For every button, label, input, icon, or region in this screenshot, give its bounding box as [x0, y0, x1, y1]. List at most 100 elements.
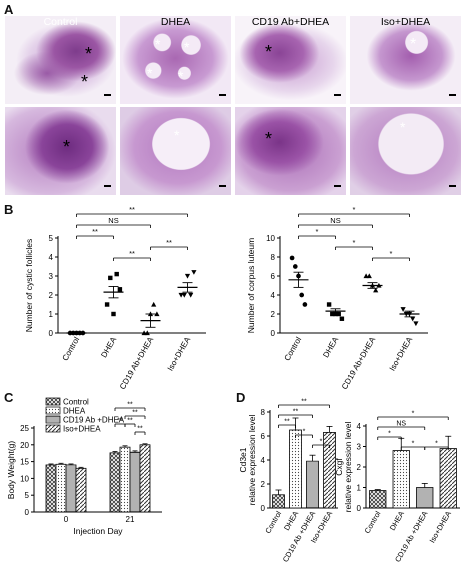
- y-tick-label: 4: [357, 422, 362, 431]
- y-tick-label: 1: [357, 484, 362, 493]
- y-tick-label: 4: [261, 456, 266, 465]
- x-tick-label: CD19 Ab +DHEA: [281, 510, 317, 563]
- data-point: [406, 311, 413, 317]
- x-tick-label: DHEA: [321, 335, 340, 359]
- histology-control-high: *: [5, 107, 116, 195]
- legend-label: Control: [63, 398, 89, 407]
- mark-star: *: [81, 72, 89, 92]
- mark-star: *: [63, 137, 71, 157]
- significance-label: NS: [330, 216, 340, 225]
- x-tick-label: Control: [363, 509, 383, 535]
- histology-dhea-high: *: [120, 107, 231, 195]
- data-point: [141, 330, 147, 336]
- legend-label: Iso+DHEA: [63, 425, 101, 434]
- data-point: [147, 311, 154, 317]
- significance-label: *: [412, 411, 415, 418]
- x-tick-label: DHEA: [282, 510, 300, 533]
- x-tick-label: Control: [61, 335, 82, 362]
- significance-label: **: [129, 249, 135, 258]
- y-tick-label: 0: [357, 504, 362, 513]
- mark-star: *: [147, 65, 153, 81]
- significance-label: NS: [396, 421, 406, 428]
- data-point: [111, 311, 116, 317]
- data-point: [373, 287, 379, 293]
- y-tick-label: 0: [261, 504, 266, 513]
- data-point: [77, 330, 83, 336]
- y-axis-label: Body Weight(g): [6, 441, 16, 500]
- group-label-cd19: CD19 Ab+DHEA: [251, 16, 330, 28]
- data-point: [181, 292, 187, 298]
- panel-letter-a: A: [4, 2, 14, 17]
- group-label-iso: Iso+DHEA: [380, 16, 431, 28]
- data-point: [413, 321, 419, 327]
- x-tick-label: CD19 Ab+DHEA: [340, 335, 378, 391]
- x-tick-label: Iso+DHEA: [428, 510, 453, 545]
- bar: [55, 463, 67, 513]
- bar: [129, 451, 141, 513]
- bar: [65, 464, 77, 513]
- scale-bar: [219, 185, 226, 187]
- significance-label: *: [316, 227, 319, 236]
- significance-label: **: [301, 399, 307, 406]
- y-axis-label: Cxgf: [334, 458, 344, 476]
- significance-label: *: [303, 429, 306, 436]
- chart-corpus-luteum: 0 2 4 6 8 10 Number of corpus luteum Control DHE…: [246, 205, 428, 391]
- data-point: [154, 311, 160, 317]
- histology-dhea-low: DHEA * * * *: [120, 16, 231, 104]
- y-tick-label: 8: [261, 408, 266, 417]
- significance-label: **: [132, 410, 138, 417]
- y-tick-label: 2: [271, 310, 276, 319]
- y-tick-label: 6: [261, 432, 266, 441]
- data-point: [326, 302, 332, 307]
- panel-letter-d: D: [236, 390, 246, 405]
- panel-letter-c: C: [4, 390, 14, 405]
- y-tick-label: 0: [49, 329, 54, 338]
- data-point: [191, 270, 197, 275]
- scale-bar: [449, 94, 456, 96]
- data-point: [151, 301, 157, 307]
- data-point: [114, 271, 119, 277]
- histology-iso-high: *: [350, 107, 461, 195]
- x-tick-label: CD19 Ab +DHEA: [393, 510, 429, 563]
- significance-label: *: [412, 441, 415, 448]
- histology-cd19-high: *: [235, 107, 346, 195]
- mark-star: *: [155, 36, 161, 52]
- y-tick-label: 0: [25, 508, 30, 517]
- y-tick-label: 25: [20, 424, 29, 433]
- legend-swatch: [45, 424, 61, 433]
- y-tick-label: 5: [25, 491, 30, 500]
- significance-label: *: [390, 249, 393, 258]
- bar: [416, 487, 434, 509]
- y-tick-label: 6: [271, 272, 276, 281]
- y-tick-label: 5: [49, 234, 54, 243]
- mark-star: *: [85, 44, 93, 64]
- data-point: [376, 282, 382, 288]
- data-point: [302, 302, 308, 307]
- data-point: [144, 330, 150, 336]
- x-tick-label: 21: [126, 515, 135, 524]
- data-point: [410, 316, 416, 322]
- scale-bar: [334, 185, 341, 187]
- chart-cd3e1-expression: 0 2 4 6 8 Cd3e1 relative expression level Contr…: [238, 399, 338, 563]
- y-tick-label: 2: [357, 463, 362, 472]
- mark-star: *: [174, 127, 180, 143]
- significance-label: **: [127, 418, 133, 425]
- data-point: [369, 282, 376, 288]
- x-tick-label: Control: [283, 335, 304, 362]
- data-point: [67, 330, 73, 336]
- bar: [392, 450, 410, 509]
- legend-label: DHEA: [63, 407, 86, 416]
- data-point: [339, 316, 345, 321]
- significance-label: *: [353, 238, 356, 247]
- data-point: [292, 264, 298, 269]
- data-point: [108, 275, 113, 281]
- panel-letter-b: B: [4, 202, 14, 217]
- significance-label: **: [137, 426, 143, 433]
- bar: [439, 448, 457, 509]
- y-tick-label: 0: [271, 329, 276, 338]
- data-point: [104, 302, 110, 307]
- data-point: [184, 273, 191, 279]
- data-point: [117, 287, 123, 292]
- x-tick-label: Iso+DHEA: [309, 510, 334, 545]
- data-point: [74, 330, 79, 336]
